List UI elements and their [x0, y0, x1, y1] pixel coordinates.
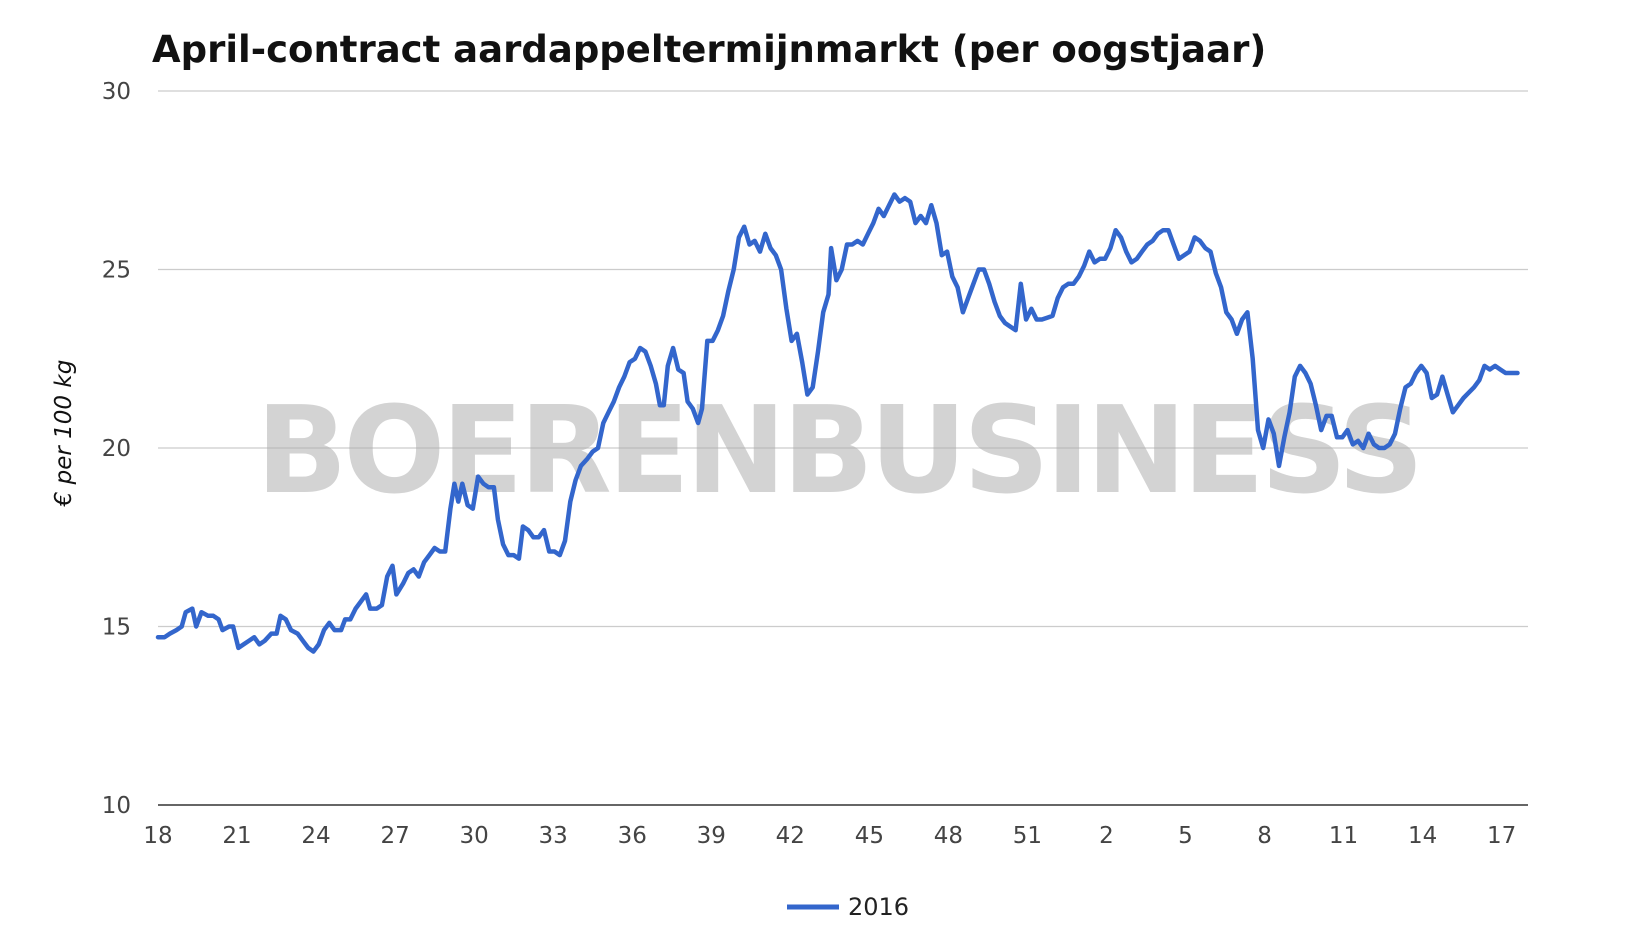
grid-lines [158, 90, 1528, 806]
x-tick-label: 42 [776, 823, 805, 849]
series-group [155, 192, 1520, 654]
y-tick-label: 25 [102, 258, 131, 284]
y-tick-label: 30 [102, 79, 131, 105]
series-line-2016 [155, 192, 1520, 654]
x-tick-label: 14 [1408, 823, 1437, 849]
x-tick-label: 48 [934, 823, 963, 849]
y-tick-label: 15 [102, 615, 131, 641]
x-tick-label: 27 [380, 823, 409, 849]
x-tick-label: 45 [855, 823, 884, 849]
x-tick-label: 18 [143, 823, 172, 849]
y-axis-ticks: 10 15 20 25 30 [102, 79, 131, 819]
x-tick-label: 51 [1013, 823, 1042, 849]
x-tick-label: 11 [1329, 823, 1358, 849]
chart-title: April-contract aardappeltermijnmarkt (pe… [152, 28, 1266, 71]
y-tick-label: 10 [102, 793, 131, 819]
watermark-text: BOERENBUSINESS [256, 382, 1420, 521]
x-axis-ticks: 18 21 24 27 30 33 36 39 42 45 48 51 2 5 8 11 14 17 [143, 823, 1516, 849]
legend: 2016 [787, 893, 909, 921]
legend-label-2016: 2016 [848, 893, 909, 921]
x-tick-label: 30 [460, 823, 489, 849]
x-tick-label: 17 [1487, 823, 1516, 849]
x-tick-label: 2 [1099, 823, 1114, 849]
x-tick-label: 24 [301, 823, 330, 849]
x-tick-label: 39 [697, 823, 726, 849]
x-tick-label: 36 [618, 823, 647, 849]
x-tick-label: 8 [1257, 823, 1272, 849]
x-tick-label: 5 [1178, 823, 1193, 849]
y-tick-label: 20 [102, 436, 131, 462]
x-tick-label: 21 [222, 823, 251, 849]
x-tick-label: 33 [539, 823, 568, 849]
y-axis-label: € per 100 kg [51, 360, 77, 508]
